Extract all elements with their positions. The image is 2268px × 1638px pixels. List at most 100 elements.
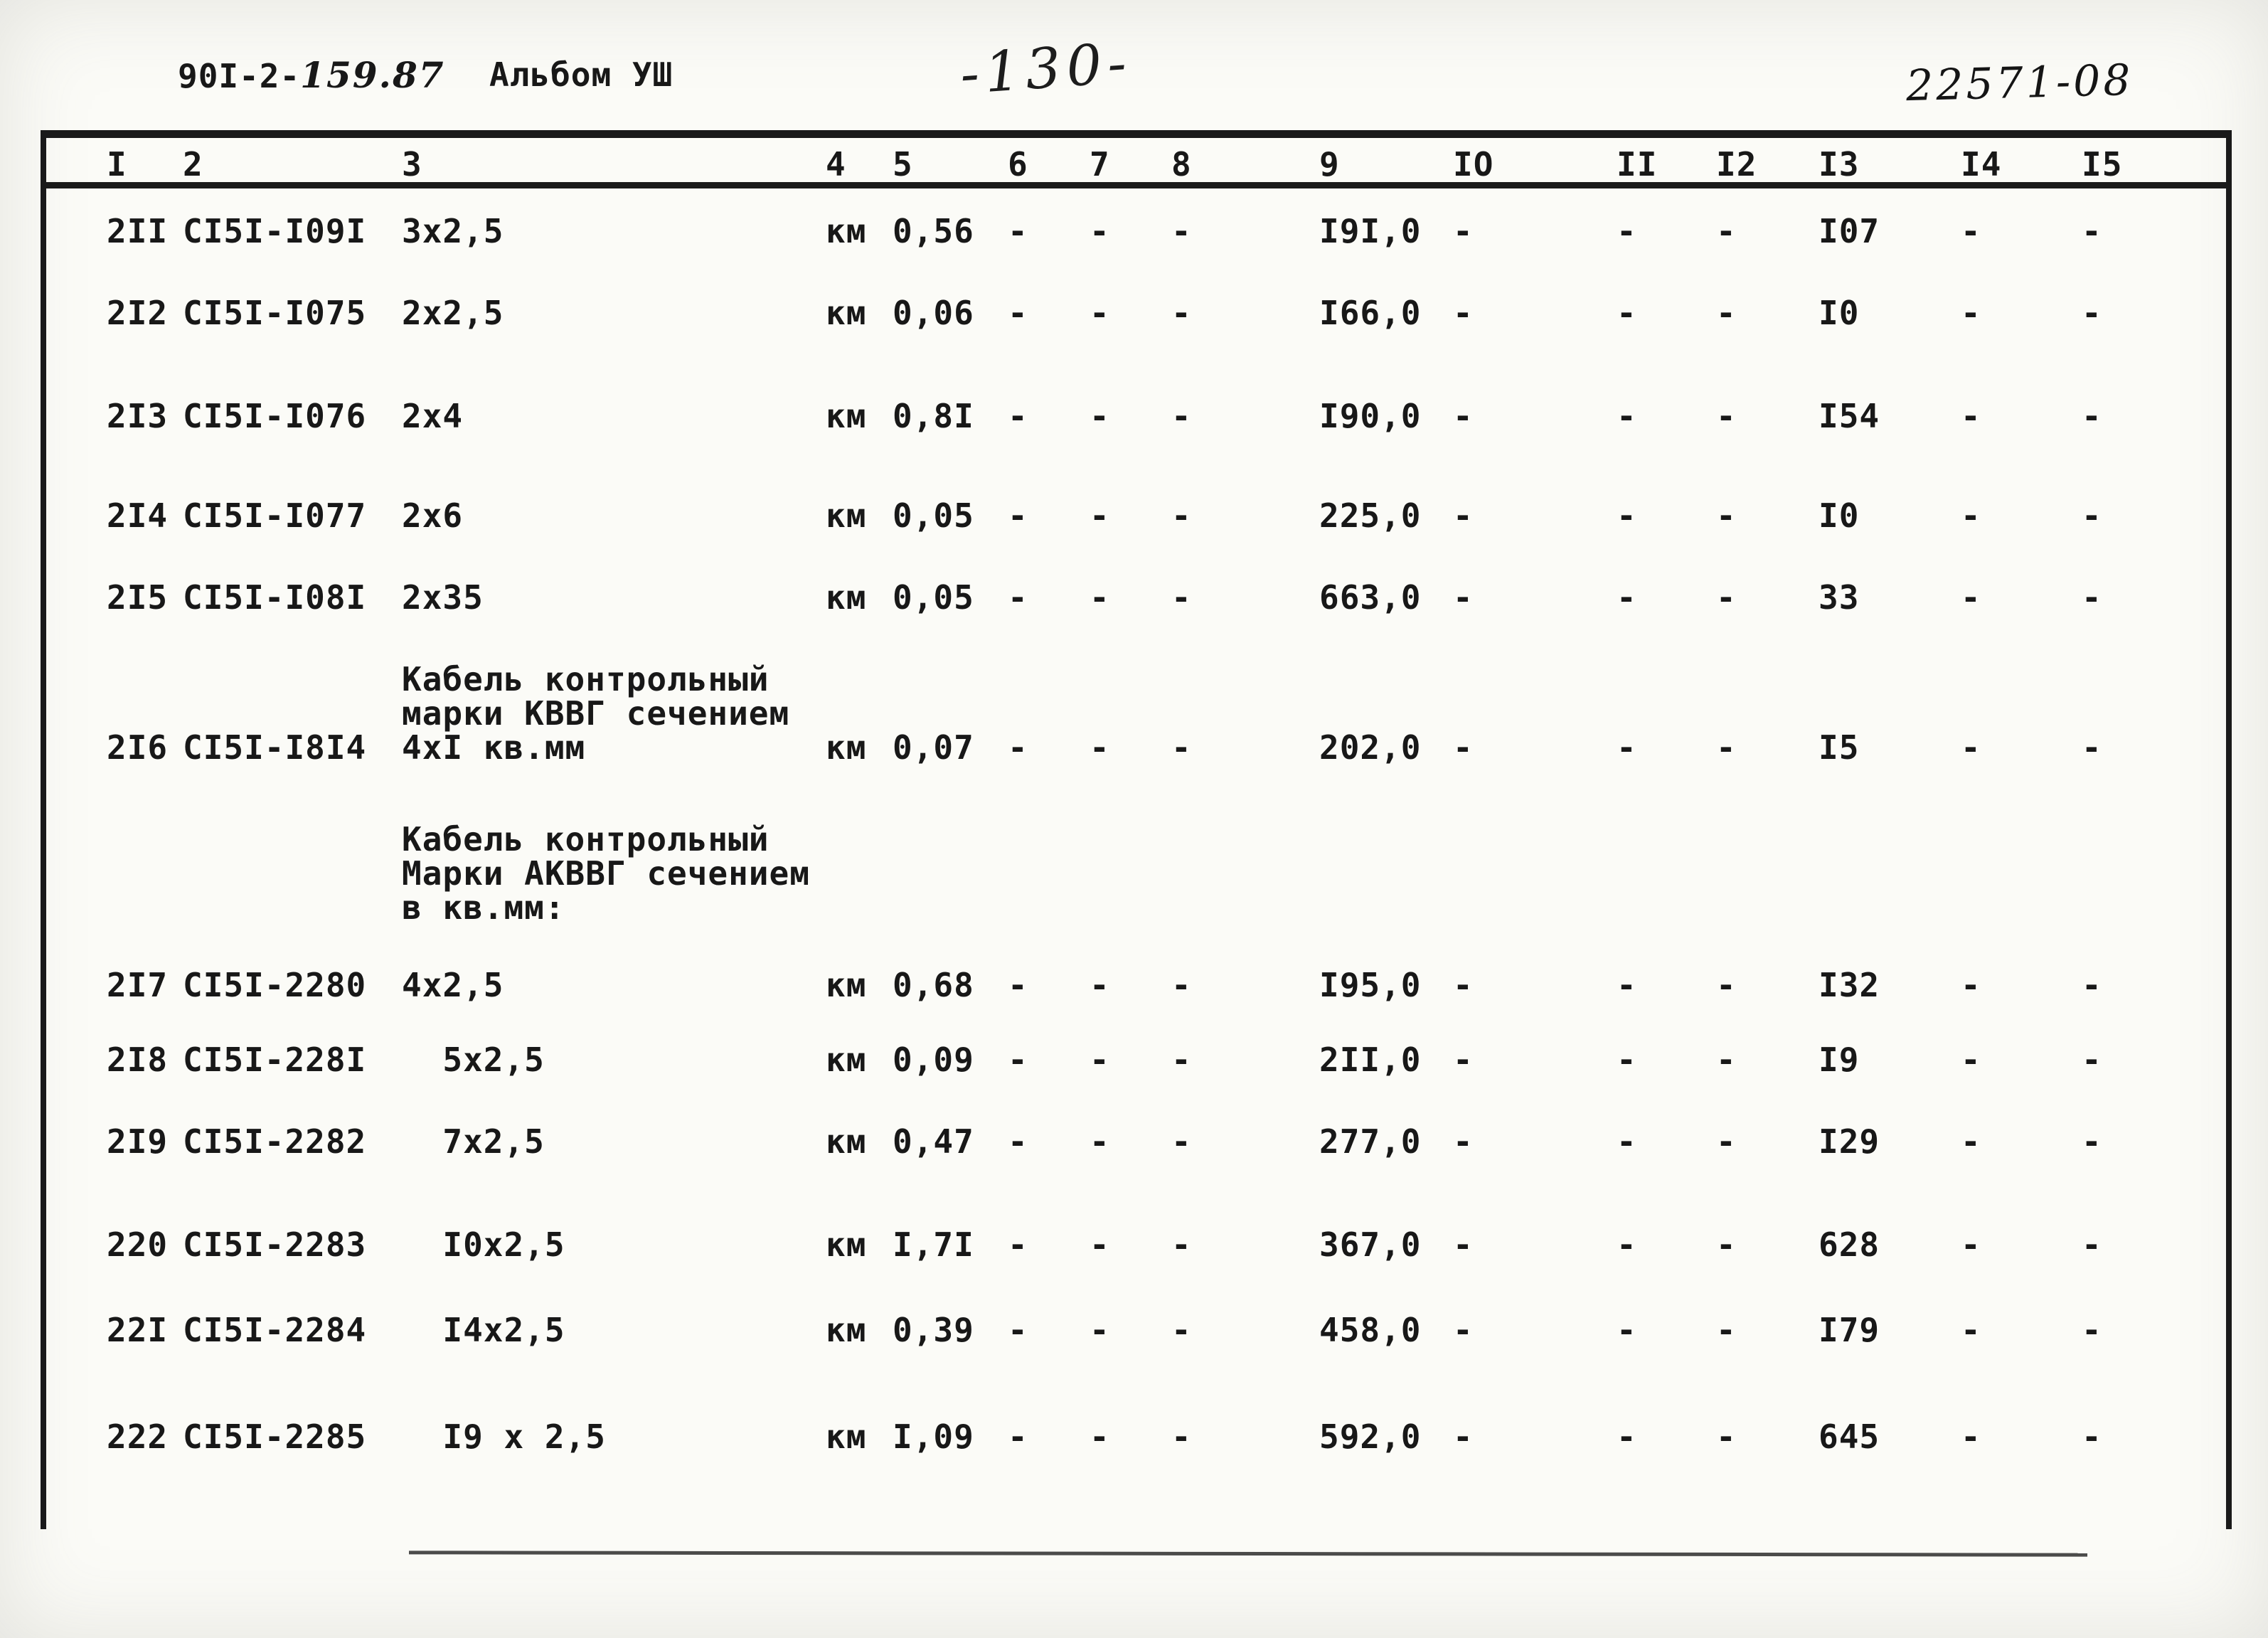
cell-col3: I0х2,5 xyxy=(402,1225,565,1264)
cell-col2: СI5I-2280 xyxy=(183,966,367,1004)
cell-col4: км xyxy=(826,496,867,535)
cell-col12: - xyxy=(1716,1041,1737,1079)
cell-col3: 5х2,5 xyxy=(402,1041,545,1079)
cell-col7: - xyxy=(1090,294,1110,332)
table-row-2I9: 2I9 СI5I-2282 7х2,5 км 0,47- - -277,0- - - I29- - xyxy=(46,1124,2226,1160)
cell-col1: 2I4 xyxy=(107,496,169,535)
cell-col11: - xyxy=(1617,1418,1637,1456)
cell-col1: 2I5 xyxy=(107,578,169,617)
cell-col3: Кабель контрольный Марки АКВВГ сечением … xyxy=(402,820,810,927)
cell-col6: - xyxy=(1008,397,1028,435)
cell-col4: км xyxy=(826,1311,867,1349)
cell-col12: - xyxy=(1716,966,1737,1004)
cell-col15: - xyxy=(2082,1122,2102,1161)
cell-col9: 277,0 xyxy=(1319,1122,1422,1161)
cell-col1: 2I6 xyxy=(107,728,169,767)
cell-col12: - xyxy=(1716,578,1737,617)
cell-col3: 7х2,5 xyxy=(402,1122,545,1161)
cell-col11: - xyxy=(1617,578,1637,617)
cell-col9: I66,0 xyxy=(1319,294,1422,332)
cell-col10: - xyxy=(1453,578,1474,617)
cell-col10: - xyxy=(1453,966,1474,1004)
cell-col1: 2I9 xyxy=(107,1122,169,1161)
cell-col11: - xyxy=(1617,1311,1637,1349)
cell-col11: - xyxy=(1617,212,1637,250)
document-number: 90I-2-159.87 xyxy=(178,54,445,96)
cell-col14: - xyxy=(1961,294,1981,332)
cell-col11: - xyxy=(1617,397,1637,435)
cell-col5: I,09 xyxy=(893,1418,974,1456)
cell-col14: - xyxy=(1961,966,1981,1004)
cell-col1: 2I7 xyxy=(107,966,169,1004)
cell-col7: - xyxy=(1090,212,1110,250)
cell-col4: км xyxy=(826,578,867,617)
cell-col12: - xyxy=(1716,294,1737,332)
cell-col9: 458,0 xyxy=(1319,1311,1422,1349)
column-header-13: I3 xyxy=(1819,145,1860,184)
cell-col6: - xyxy=(1008,1418,1028,1456)
cell-col1: 2I3 xyxy=(107,397,169,435)
cell-col6: - xyxy=(1008,1041,1028,1079)
cell-col6: - xyxy=(1008,1311,1028,1349)
cell-col10: - xyxy=(1453,728,1474,767)
cell-col7: - xyxy=(1090,1041,1110,1079)
cell-col14: - xyxy=(1961,1311,1981,1349)
cell-col7: - xyxy=(1090,966,1110,1004)
cell-col15: - xyxy=(2082,397,2102,435)
cell-col6: - xyxy=(1008,578,1028,617)
cell-col8: - xyxy=(1171,728,1192,767)
cell-col13: I5 xyxy=(1819,728,1860,767)
column-header-8: 8 xyxy=(1171,145,1192,184)
cell-col11: - xyxy=(1617,1122,1637,1161)
cell-col2: СI5I-I077 xyxy=(183,496,367,535)
cell-col8: - xyxy=(1171,397,1192,435)
cell-col15: - xyxy=(2082,294,2102,332)
cell-col15: - xyxy=(2082,1418,2102,1456)
table-row-2II: 2II СI5I-I09I 3х2,5 км 0,56- - - I9I,0- - - I07- - xyxy=(46,214,2226,250)
cell-col15: - xyxy=(2082,966,2102,1004)
cell-col15: - xyxy=(2082,578,2102,617)
cell-col4: км xyxy=(826,1041,867,1079)
table-row-2I2: 2I2 СI5I-I075 2х2,5 км 0,06- - - I66,0- - - I0- - xyxy=(46,296,2226,331)
cell-col2: СI5I-I09I xyxy=(183,212,367,250)
cell-col9: 367,0 xyxy=(1319,1225,1422,1264)
table-row-2I7: 2I7 СI5I-2280 4х2,5 км 0,68- - - I95,0- - - I32- - xyxy=(46,968,2226,1004)
cell-col2: СI5I-I076 xyxy=(183,397,367,435)
cell-col5: 0,39 xyxy=(893,1311,974,1349)
column-header-1: I xyxy=(107,145,127,184)
cell-col6: - xyxy=(1008,966,1028,1004)
cell-col12: - xyxy=(1716,1122,1737,1161)
table-subheader-row: Кабель контрольный Марки АКВВГ сечением … xyxy=(46,822,2226,925)
cell-col8: - xyxy=(1171,966,1192,1004)
cell-col7: - xyxy=(1090,496,1110,535)
cell-col12: - xyxy=(1716,1311,1737,1349)
cell-col1: 220 xyxy=(107,1225,169,1264)
cell-col10: - xyxy=(1453,1311,1474,1349)
handwritten-page-number: -130- xyxy=(958,31,1134,107)
cell-col9: I95,0 xyxy=(1319,966,1422,1004)
cell-col13: I79 xyxy=(1819,1311,1880,1349)
cell-col4: км xyxy=(826,397,867,435)
cell-col6: - xyxy=(1008,294,1028,332)
column-header-10: IO xyxy=(1453,145,1494,184)
cell-col2: СI5I-228I xyxy=(183,1041,367,1079)
cell-col5: 0,07 xyxy=(893,728,974,767)
cell-col13: I54 xyxy=(1819,397,1880,435)
cell-col12: - xyxy=(1716,496,1737,535)
cell-col2: СI5I-I08I xyxy=(183,578,367,617)
table-row-2I4: 2I4 СI5I-I077 2х6 км 0,05- - -225,0- - - I0- - xyxy=(46,499,2226,534)
cell-col9: I9I,0 xyxy=(1319,212,1422,250)
cell-col4: км xyxy=(826,294,867,332)
cell-col8: - xyxy=(1171,1311,1192,1349)
cell-col3: 2х2,5 xyxy=(402,294,504,332)
cell-col1: 2I8 xyxy=(107,1041,169,1079)
document-number-typed: 90I-2- xyxy=(178,57,301,95)
cell-col1: 222 xyxy=(107,1418,169,1456)
cell-col14: - xyxy=(1961,578,1981,617)
column-header-11: II xyxy=(1617,145,1658,184)
cell-col5: 0,47 xyxy=(893,1122,974,1161)
cell-col8: - xyxy=(1171,1225,1192,1264)
cell-col15: - xyxy=(2082,212,2102,250)
cell-col6: - xyxy=(1008,496,1028,535)
cell-col8: - xyxy=(1171,1122,1192,1161)
